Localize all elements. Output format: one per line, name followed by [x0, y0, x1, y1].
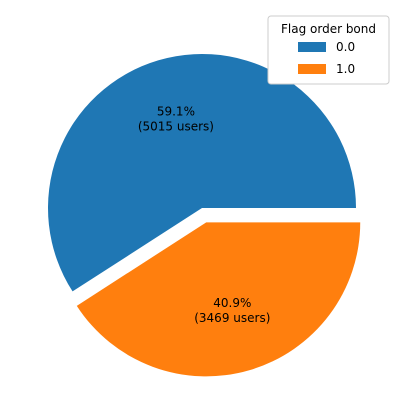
slice-label-0-0: 59.1% (5015 users) [138, 104, 214, 133]
slice-count: (5015 users) [138, 119, 214, 133]
slice-label-1-0: 40.9% (3469 users) [194, 296, 270, 325]
pie-slice-0-0 [48, 54, 356, 292]
legend: Flag order bond 0.0 1.0 [267, 15, 390, 85]
slice-count: (3469 users) [194, 311, 270, 325]
slice-percent: 59.1% [157, 104, 195, 118]
legend-items: 0.0 1.0 [298, 40, 355, 76]
legend-title: Flag order bond [281, 22, 376, 36]
legend-label-1-0: 1.0 [336, 62, 355, 76]
pie-slices [48, 54, 361, 377]
pie-slice-1-0 [76, 222, 361, 377]
legend-label-0-0: 0.0 [336, 40, 355, 54]
legend-swatch-0-0 [298, 42, 326, 52]
pie-labels: 59.1% (5015 users) 40.9% (3469 users) [138, 104, 271, 325]
legend-swatch-1-0 [298, 64, 326, 74]
slice-percent: 40.9% [213, 296, 251, 310]
